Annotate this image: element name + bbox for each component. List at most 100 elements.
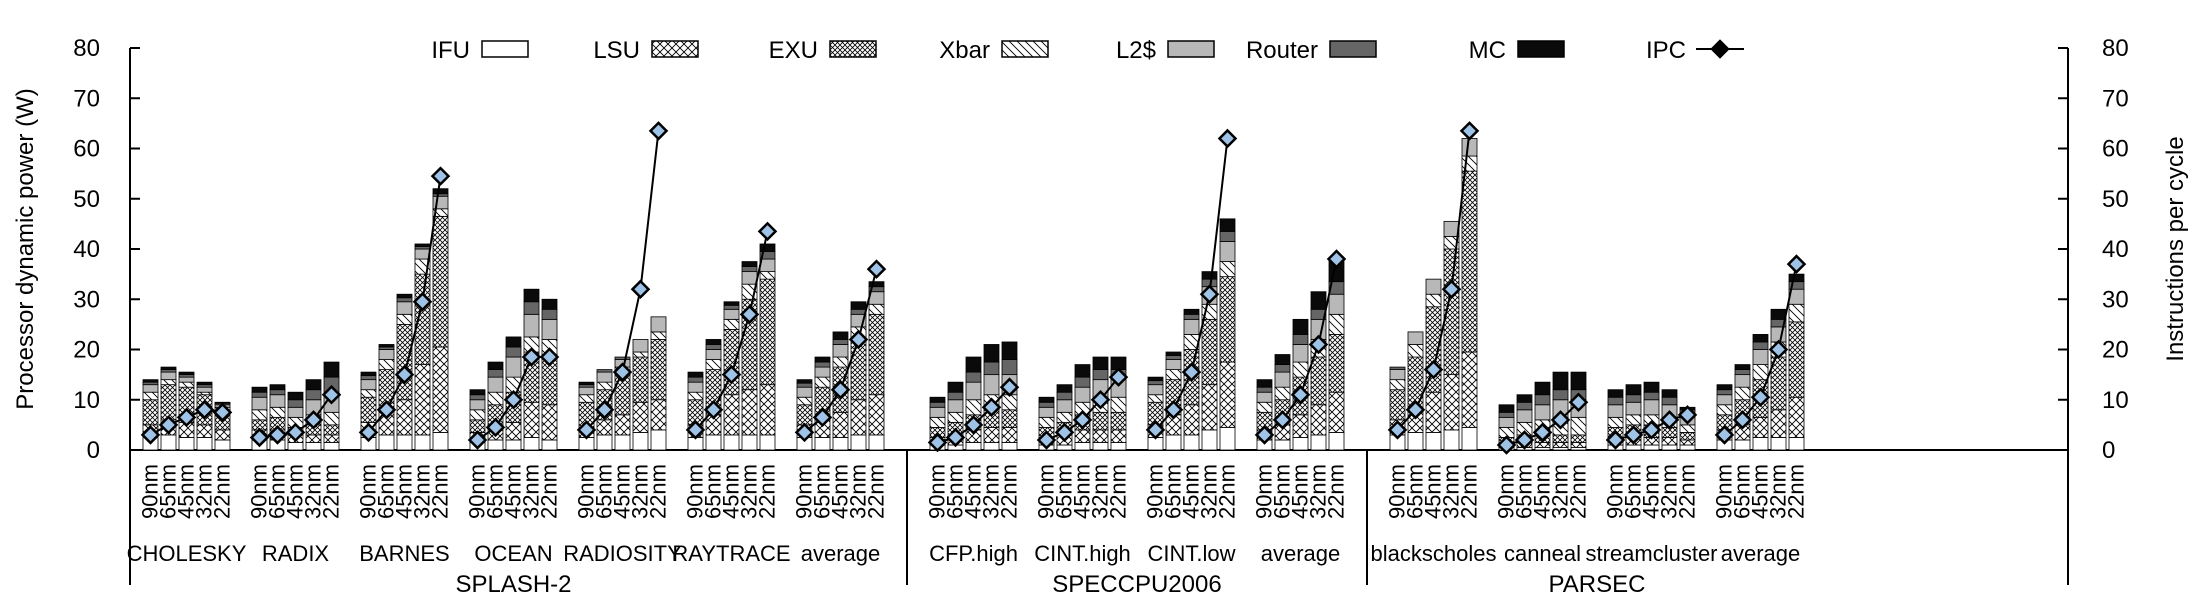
segment-mc (1165, 351, 1182, 356)
segment-mc (741, 261, 758, 267)
ipc-marker (999, 377, 1020, 397)
benchmark-label: RAYTRACE (672, 541, 790, 566)
segment-ifu (178, 437, 195, 451)
ipc-marker (467, 430, 488, 450)
y2-tick-label: 60 (2102, 136, 2129, 163)
tech-label: 90nm (1603, 464, 1628, 519)
tech-label: 65nm (265, 464, 290, 519)
segment-router (1534, 394, 1551, 406)
bar-ocean-32nm (523, 288, 540, 451)
segment-xbar (1147, 394, 1164, 403)
segment-ifu (1425, 432, 1442, 451)
segment-l2 (414, 248, 431, 260)
segment-ifu (1770, 437, 1787, 451)
segment-l2 (1498, 416, 1515, 428)
ipc-marker (358, 422, 379, 443)
y-tick-label: 60 (73, 136, 100, 163)
tech-label: 22nm (1457, 464, 1482, 519)
tech-label: 22nm (1566, 464, 1591, 519)
segment-ifu (1443, 429, 1460, 451)
benchmark-label: average (1721, 541, 1801, 566)
tech-label: 32nm (1197, 464, 1222, 519)
ipc-marker (158, 415, 179, 435)
segment-mc (850, 301, 867, 310)
segment-ifu (378, 434, 395, 451)
benchmark-label: CINT.high (1034, 541, 1131, 566)
ipc-marker (1514, 430, 1535, 450)
tech-label: 45nm (828, 464, 853, 519)
segment-router (1661, 396, 1678, 406)
segment-lsu (1328, 391, 1345, 433)
bar-average-45nm (1292, 318, 1309, 451)
tech-label: 65nm (1270, 464, 1295, 519)
segment-ifu (983, 442, 1000, 451)
legend-item-ipc: IPC (1646, 37, 1744, 64)
tech-label: 90nm (1494, 464, 1519, 519)
segment-exu (1201, 318, 1218, 386)
segment-l2 (505, 356, 522, 378)
y2-tick-label: 80 (2102, 35, 2129, 62)
ipc-marker (1423, 359, 1444, 380)
ipc-marker (1641, 420, 1662, 440)
segment-xbar (360, 389, 377, 398)
bar-cint-high-45nm (1074, 364, 1091, 451)
segment-l2 (1425, 278, 1442, 295)
tech-label: 65nm (156, 464, 181, 519)
segment-mc (1219, 218, 1236, 232)
segment-mc (1274, 354, 1291, 365)
segment-lsu (1219, 361, 1236, 428)
tech-label: 32nm (1548, 464, 1573, 519)
tech-label: 90nm (792, 464, 817, 519)
segment-lsu (396, 399, 413, 436)
segment-l2 (1643, 399, 1660, 416)
segment-router (1292, 334, 1309, 345)
segment-ifu (723, 434, 740, 451)
segment-l2 (487, 376, 504, 393)
segment-router (469, 394, 486, 401)
segment-xbar (578, 394, 595, 403)
segment-xbar (323, 411, 340, 426)
suite-label: PARSEC (1549, 571, 1646, 598)
segment-router (305, 389, 322, 401)
tech-label: 65nm (483, 464, 508, 519)
segment-ifu (868, 434, 885, 451)
bar-cfp-high-45nm (965, 356, 982, 451)
segment-ifu (1679, 444, 1696, 451)
segment-mc (323, 361, 340, 378)
ipc-marker (1623, 425, 1644, 445)
segment-exu (759, 278, 776, 386)
segment-xbar (142, 391, 159, 401)
segment-lsu (1110, 429, 1127, 443)
segment-ifu (523, 437, 540, 451)
segment-l2 (396, 301, 413, 315)
segment-lsu (596, 419, 613, 436)
bar-ocean-45nm (505, 336, 522, 451)
segment-xbar (705, 359, 722, 370)
segment-l2 (251, 396, 268, 411)
bar-average-65nm (1274, 354, 1291, 451)
segment-router (596, 369, 613, 373)
ipc-marker (1387, 420, 1408, 440)
segment-exu (1570, 434, 1587, 443)
segment-xbar (687, 391, 704, 401)
segment-router (1183, 313, 1200, 320)
ipc-marker (194, 400, 215, 420)
tech-label: 65nm (810, 464, 835, 519)
ipc-marker (830, 379, 851, 400)
y-axis-title-right: Instructions per cycle (2162, 136, 2189, 361)
ipc-marker (794, 422, 815, 443)
segment-l2 (1407, 331, 1424, 345)
suite-label: SPECCPU2006 (1052, 571, 1221, 598)
ipc-marker (1677, 405, 1698, 425)
ipc-marker (1290, 384, 1311, 405)
segment-lsu (759, 384, 776, 436)
ipc-marker (1496, 435, 1517, 455)
segment-l2 (1147, 384, 1164, 396)
segment-mc (1716, 384, 1733, 391)
segment-router (360, 375, 377, 381)
bar-stacks (142, 138, 1805, 451)
segment-ifu (614, 434, 631, 451)
segment-ifu (505, 439, 522, 451)
ipc-marker (140, 425, 161, 445)
segment-router (1219, 231, 1236, 242)
